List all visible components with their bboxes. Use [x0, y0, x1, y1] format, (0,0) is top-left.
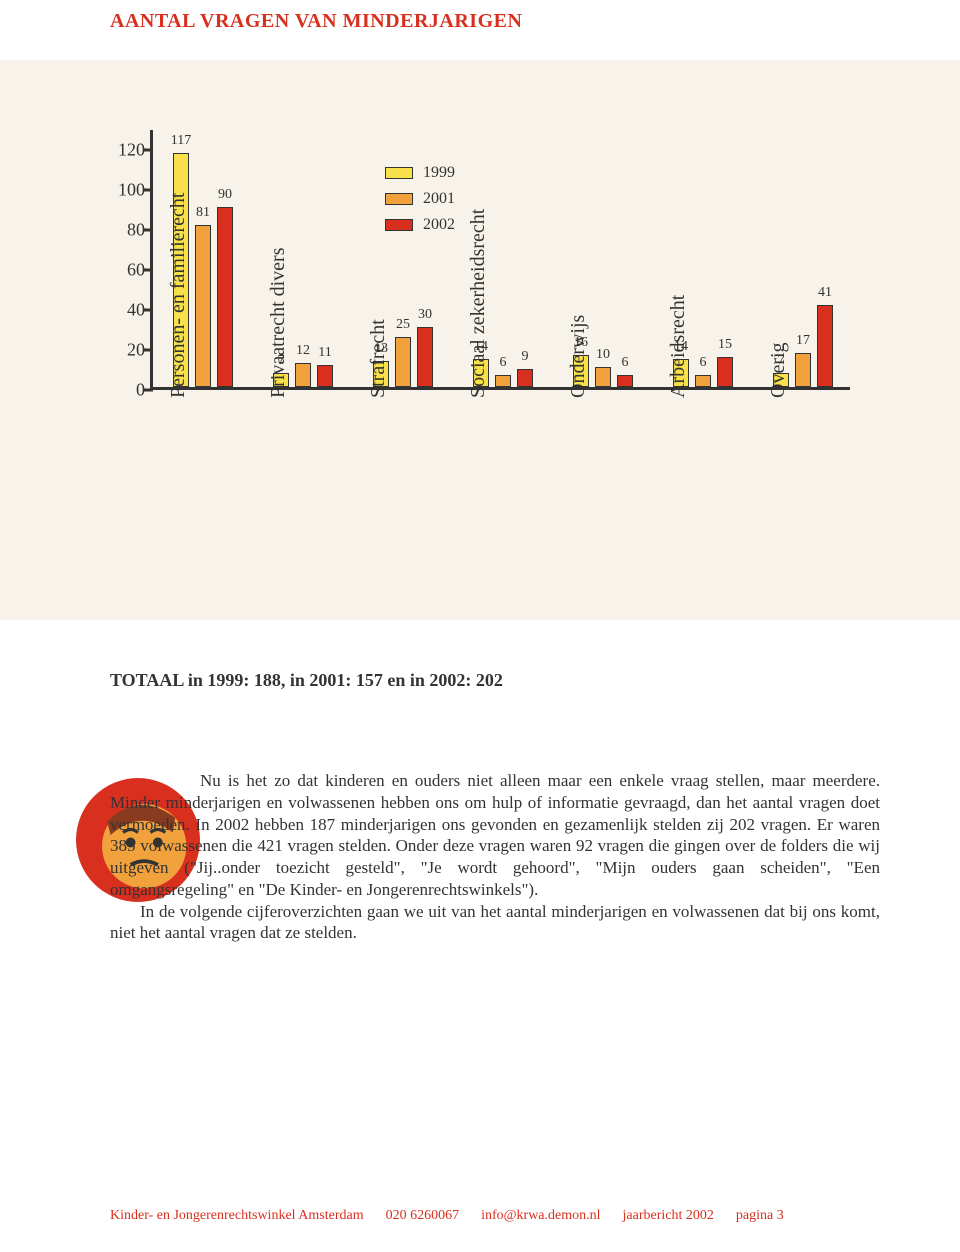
ytick-label: 100: [101, 180, 145, 201]
footer-doc: jaarbericht 2002: [623, 1208, 714, 1224]
category-label: Privaatrecht divers: [267, 178, 290, 398]
bar-chart: 0204060801001201178190712111325301469161…: [110, 130, 850, 610]
bar: [417, 327, 433, 387]
legend-label: 1999: [423, 164, 455, 182]
ytick-mark: [143, 149, 153, 152]
category-label: Onderwijs: [567, 178, 590, 398]
legend-label: 2002: [423, 216, 455, 234]
legend-row: 1999: [385, 160, 455, 186]
bar: [817, 305, 833, 387]
bar: [695, 375, 711, 387]
chart-legend: 1999 2001 2002: [385, 160, 455, 238]
bar: [717, 357, 733, 387]
bar-value-label: 117: [166, 133, 196, 149]
body-paragraph-1: Nu is het zo dat kinderen en ouders niet…: [110, 770, 880, 901]
category-label: Strafrecht: [367, 178, 390, 398]
bar-value-label: 6: [688, 355, 718, 371]
legend-row: 2002: [385, 212, 455, 238]
ytick-mark: [143, 229, 153, 232]
page-title: AANTAL VRAGEN VAN MINDERJARIGEN: [110, 10, 522, 33]
bar: [195, 225, 211, 387]
bar-value-label: 15: [710, 337, 740, 353]
bar: [317, 365, 333, 387]
bar: [517, 369, 533, 387]
ytick-label: 20: [101, 340, 145, 361]
ytick-label: 40: [101, 300, 145, 321]
legend-label: 2001: [423, 190, 455, 208]
chart-plot-area: 0204060801001201178190712111325301469161…: [150, 130, 850, 390]
ytick-mark: [143, 269, 153, 272]
category-label: Arbeidsrecht: [667, 178, 690, 398]
bar-value-label: 6: [610, 355, 640, 371]
bar: [217, 207, 233, 387]
category-label: Overig: [767, 178, 790, 398]
body-text: Nu is het zo dat kinderen en ouders niet…: [110, 770, 880, 944]
ytick-mark: [143, 309, 153, 312]
body-paragraph-2: In de volgende cijferoverzichten gaan we…: [110, 901, 880, 945]
footer-email: info@krwa.demon.nl: [481, 1208, 600, 1224]
ytick-label: 80: [101, 220, 145, 241]
totals-line: TOTAAL in 1999: 188, in 2001: 157 en in …: [110, 670, 503, 691]
footer-org: Kinder- en Jongerenrechtswinkel Amsterda…: [110, 1208, 364, 1224]
legend-row: 2001: [385, 186, 455, 212]
ytick-label: 60: [101, 260, 145, 281]
bar-value-label: 81: [188, 205, 218, 221]
ytick-label: 0: [101, 380, 145, 401]
footer-page: pagina 3: [736, 1208, 784, 1224]
bar: [795, 353, 811, 387]
category-label: Sociaal zekerheidsrecht: [467, 178, 490, 398]
category-label: Personen- en familierecht: [167, 178, 190, 398]
page-footer: Kinder- en Jongerenrechtswinkel Amsterda…: [110, 1208, 880, 1224]
bar: [395, 337, 411, 387]
ytick-label: 120: [101, 140, 145, 161]
ytick-mark: [143, 189, 153, 192]
bar: [595, 367, 611, 387]
bar-value-label: 11: [310, 345, 340, 361]
bar-value-label: 17: [788, 333, 818, 349]
footer-phone: 020 6260067: [386, 1208, 460, 1224]
bar: [495, 375, 511, 387]
ytick-mark: [143, 389, 153, 392]
bar-value-label: 9: [510, 349, 540, 365]
bar-value-label: 30: [410, 307, 440, 323]
bar-value-label: 90: [210, 187, 240, 203]
bar-value-label: 41: [810, 285, 840, 301]
bar: [617, 375, 633, 387]
bar: [295, 363, 311, 387]
ytick-mark: [143, 349, 153, 352]
